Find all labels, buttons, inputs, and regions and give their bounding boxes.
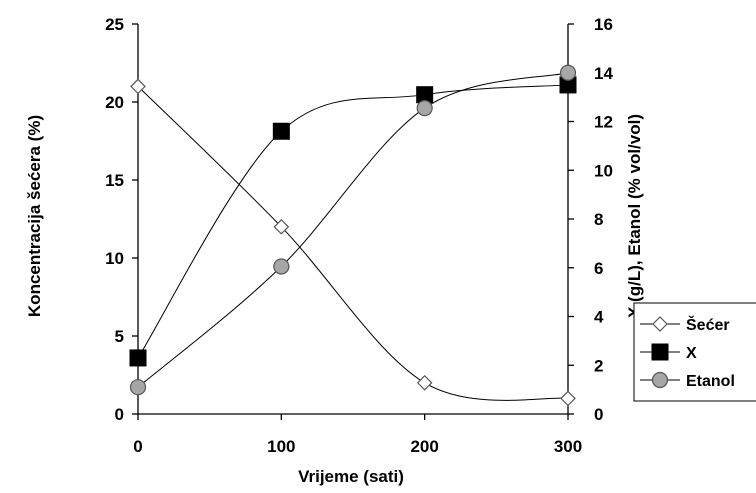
y-tick-label-right: 10 (594, 161, 613, 180)
data-point-x (129, 349, 147, 367)
legend: Šećer X Etanol (633, 302, 756, 402)
x-tick-label: 200 (410, 437, 438, 456)
y-tick-label-right: 2 (594, 356, 603, 375)
y-tick-label-left: 25 (105, 15, 124, 34)
axes (137, 24, 569, 415)
y-tick-label-left: 0 (115, 405, 124, 424)
x-tick-label: 0 (133, 437, 142, 456)
y-axis-title-left: Koncentracija šećera (%) (25, 115, 44, 317)
series (129, 64, 577, 407)
x-tick-label: 300 (554, 437, 582, 456)
series-line-x (137, 84, 569, 359)
legend-marker-etanol (651, 371, 669, 389)
data-point-etanol (273, 258, 290, 275)
y-tick-label-left: 20 (105, 93, 124, 112)
y-tick-label-right: 4 (594, 308, 604, 327)
y-tick-label-right: 12 (594, 113, 613, 132)
y-tick-label-right: 0 (594, 405, 603, 424)
legend-label-x: X (686, 345, 697, 362)
series-line--e-er (137, 86, 569, 401)
series-line-etanol (137, 72, 569, 388)
legend-marker-x (651, 343, 669, 361)
y-tick-label-left: 15 (105, 171, 124, 190)
x-axis-title: Vrijeme (sati) (298, 467, 404, 486)
legend-marker--e-er (652, 316, 668, 332)
data-point--e-er (560, 390, 576, 407)
y-tick-label-right: 14 (594, 64, 613, 83)
y-tick-label-right: 16 (594, 15, 613, 34)
x-tick-label: 100 (267, 437, 295, 456)
y-tick-label-right: 8 (594, 210, 603, 229)
data-point--e-er (273, 218, 290, 235)
data-point-x (272, 122, 290, 140)
y-tick-label-left: 10 (105, 249, 124, 268)
y-axis-title-right: X (g/L), Etanol (% vol/vol) (625, 114, 644, 318)
data-point-etanol (129, 379, 147, 396)
data-point--e-er (130, 78, 146, 95)
y-tick-label-right: 6 (594, 259, 603, 278)
legend-label--e-er: Šećer (686, 315, 730, 334)
data-point-etanol (416, 99, 433, 117)
data-point--e-er (416, 374, 433, 391)
legend-label-etanol: Etanol (686, 373, 735, 390)
ticks: 0 100 200 300 0 5 10 15 20 25 0 2 4 6 8 10 12 14 16 (105, 15, 613, 456)
data-point-etanol (559, 64, 577, 81)
y-tick-label-left: 5 (115, 327, 124, 346)
